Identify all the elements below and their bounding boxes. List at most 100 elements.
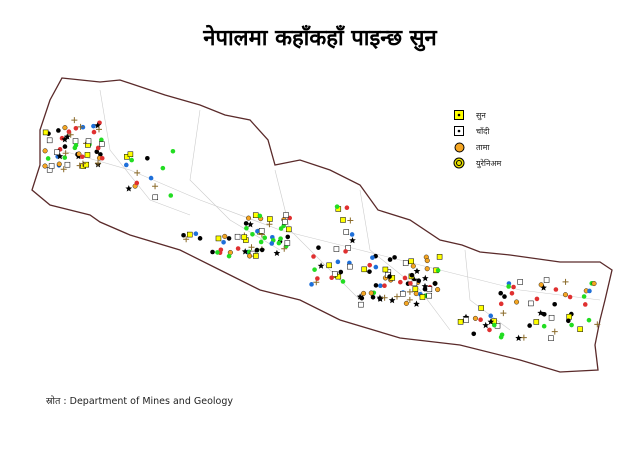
red-marker <box>311 254 316 259</box>
gold-marker <box>42 129 49 136</box>
black-marker <box>181 232 186 238</box>
legend-item-silver: चाँदी <box>452 123 501 139</box>
blue-marker <box>269 241 275 246</box>
black-marker <box>432 281 438 286</box>
nepal-border <box>31 77 613 373</box>
copper-marker <box>76 151 82 157</box>
plus-marker <box>183 236 190 243</box>
black-marker <box>422 286 428 292</box>
green-marker <box>45 156 51 161</box>
green-marker <box>569 322 574 328</box>
red-marker <box>235 246 241 251</box>
copper-marker <box>247 253 253 259</box>
plus-marker <box>96 126 103 133</box>
gold-marker <box>457 319 464 325</box>
red-marker <box>478 317 483 323</box>
star-marker <box>317 262 325 269</box>
plus-marker <box>134 169 141 176</box>
blue-marker <box>91 123 96 129</box>
plus-marker <box>347 217 354 224</box>
red-marker <box>553 287 559 292</box>
silver-marker <box>543 277 550 283</box>
red-marker <box>398 279 403 285</box>
plus-marker <box>381 294 388 301</box>
star-marker <box>56 152 64 160</box>
blue-marker <box>373 264 379 270</box>
silver-marker <box>463 317 469 323</box>
red-marker <box>79 154 85 160</box>
silver-marker <box>426 286 433 292</box>
silver-marker <box>234 233 241 240</box>
red-marker <box>99 155 105 161</box>
plus-marker <box>520 334 527 341</box>
star-marker <box>376 295 384 302</box>
silver-marker <box>517 279 523 285</box>
black-marker <box>285 234 291 240</box>
silver-marker <box>426 292 432 299</box>
uranium-circle-icon <box>452 157 466 169</box>
silver-marker <box>358 301 364 308</box>
plus-marker <box>551 328 558 335</box>
gold-marker <box>286 226 292 233</box>
green-marker <box>215 250 220 255</box>
green-marker <box>262 235 268 240</box>
copper-marker <box>42 148 48 154</box>
silver-marker <box>48 163 55 169</box>
copper-marker <box>538 282 544 288</box>
gold-marker <box>361 266 367 273</box>
black-marker <box>387 257 393 262</box>
black-marker <box>416 278 422 284</box>
silver-marker <box>402 260 409 266</box>
star-marker <box>487 318 495 325</box>
black-marker <box>359 295 365 301</box>
red-marker <box>408 281 413 286</box>
red-marker <box>134 180 140 186</box>
green-marker <box>170 148 176 154</box>
black-marker <box>243 221 249 226</box>
blue-marker <box>221 239 226 245</box>
gold-marker <box>340 217 346 223</box>
blue-marker <box>349 232 355 237</box>
silver-square-icon <box>452 126 466 136</box>
black-marker <box>471 331 477 337</box>
plus-marker <box>79 160 86 167</box>
gold-marker <box>533 319 540 325</box>
plus-marker <box>393 293 400 300</box>
copper-marker <box>56 161 62 167</box>
legend-label: सुन <box>476 110 486 120</box>
mineral-markers <box>42 117 601 341</box>
red-marker <box>382 283 387 289</box>
gold-marker <box>241 234 247 240</box>
black-marker <box>370 294 376 300</box>
red-marker <box>66 129 72 135</box>
star-marker <box>349 237 356 244</box>
black-marker <box>197 236 203 241</box>
silver-marker <box>548 335 554 341</box>
gold-marker <box>252 212 259 218</box>
black-marker <box>338 269 344 275</box>
star-marker <box>515 334 522 341</box>
gold-marker <box>335 273 342 280</box>
green-marker <box>244 225 249 231</box>
green-marker <box>278 236 283 241</box>
black-marker <box>409 272 415 278</box>
blue-marker <box>488 313 494 319</box>
legend-item-uranium: युरेनिअम <box>452 155 501 171</box>
green-marker <box>581 294 587 299</box>
copper-circle-icon <box>452 142 466 153</box>
silver-marker <box>345 245 351 251</box>
gold-marker <box>326 262 332 269</box>
plus-marker <box>406 288 413 295</box>
blue-marker <box>370 255 375 260</box>
plus-marker <box>594 321 601 328</box>
copper-marker <box>591 281 597 287</box>
copper-marker <box>424 266 430 272</box>
black-marker <box>316 245 321 250</box>
black-marker <box>541 312 547 317</box>
red-marker <box>582 302 588 307</box>
star-marker <box>482 321 489 329</box>
star-marker <box>273 249 281 256</box>
black-marker <box>226 236 232 241</box>
silver-marker <box>54 149 60 156</box>
black-marker <box>552 301 557 307</box>
